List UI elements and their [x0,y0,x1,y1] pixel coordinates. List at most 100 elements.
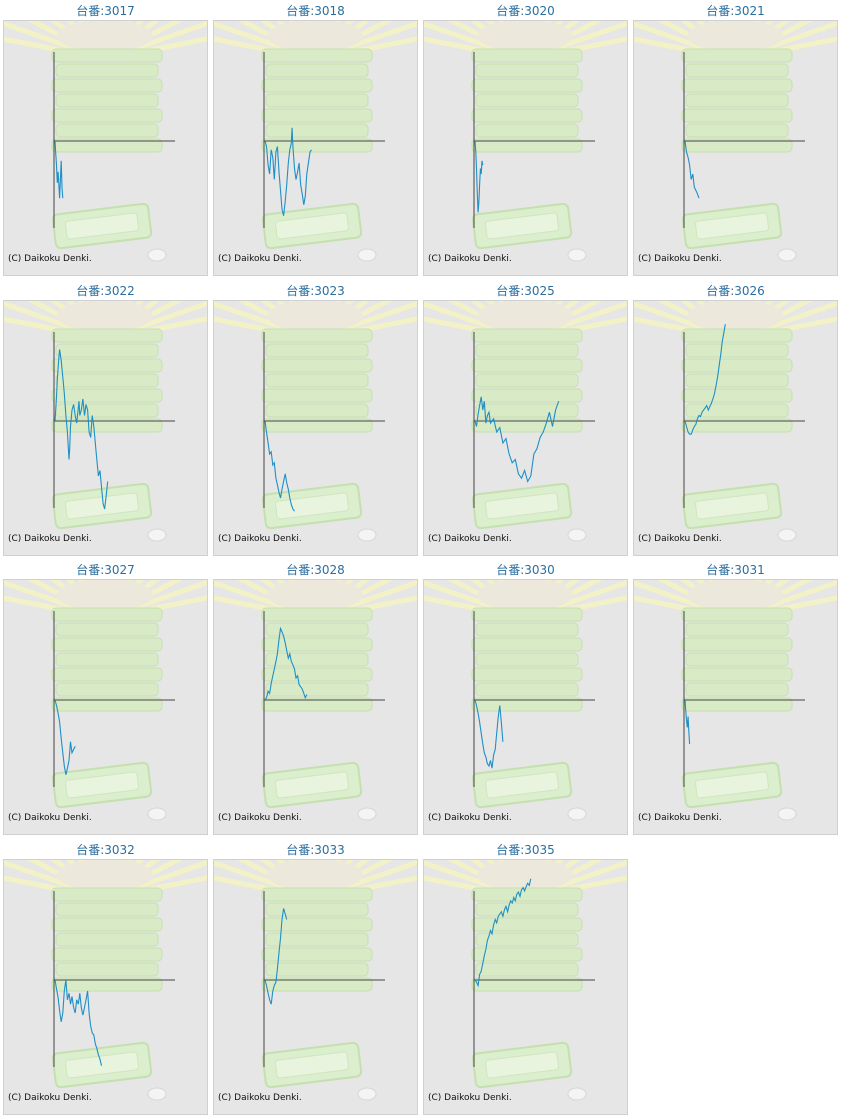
tray-layer [471,358,583,373]
coin-shape [357,807,377,821]
machine-number-link[interactable]: 台番:3025 [496,284,555,298]
machine-illustration [634,21,837,262]
machine-number-link[interactable]: 台番:3031 [706,563,765,577]
machine-number-link[interactable]: 台番:3026 [706,284,765,298]
copyright-text: (C) Daikoku Denki. [218,1093,302,1103]
payout-graph[interactable]: (C) Daikoku Denki. [3,859,208,1115]
coin-shape [147,1087,167,1101]
tray-layer [261,887,373,902]
crown-shape [267,860,363,891]
machine-number-link[interactable]: 台番:3022 [76,284,135,298]
machine-number-link[interactable]: 台番:3018 [286,4,345,18]
coin-shape [147,248,167,262]
machine-illustration [634,580,837,821]
payout-graph[interactable]: (C) Daikoku Denki. [423,300,628,556]
payout-graph-svg [214,21,417,262]
tray-layer [685,343,789,358]
crown-shape [267,21,363,52]
tray-layer [265,63,369,78]
tray-layer [55,373,159,388]
payout-graph[interactable]: (C) Daikoku Denki. [3,579,208,835]
payout-graph[interactable]: (C) Daikoku Denki. [423,20,628,276]
tray-inner [485,492,559,520]
copyright-text: (C) Daikoku Denki. [218,534,302,544]
tray-layer [681,78,793,93]
tray-inner [275,1051,349,1079]
machine-graph-cell: 台番:3025 (C) Daikoku Denki. [423,280,628,556]
machine-number-link[interactable]: 台番:3020 [496,4,555,18]
machine-graph-cell: 台番:3022 (C) Daikoku Denki. [3,280,208,556]
tray-layer [265,93,369,108]
tray-inner [65,771,139,799]
tray-layer [261,637,373,652]
tray-layer [265,343,369,358]
machine-illustration [214,860,417,1101]
payout-graph-svg [214,860,417,1101]
payout-graph[interactable]: (C) Daikoku Denki. [423,859,628,1115]
tray-layer [471,388,583,403]
copyright-text: (C) Daikoku Denki. [638,254,722,264]
tray-inner [275,212,349,240]
machine-illustration [424,860,627,1101]
payout-graph[interactable]: (C) Daikoku Denki. [423,579,628,835]
tray-layer [681,607,793,622]
payout-graph[interactable]: (C) Daikoku Denki. [633,300,838,556]
tray-layer [51,697,163,712]
machine-graph-cell: 台番:3031 (C) Daikoku Denki. [633,559,838,835]
tray-layer [261,418,373,433]
tray-layer [471,637,583,652]
tray-layer [51,607,163,622]
payout-graph[interactable]: (C) Daikoku Denki. [213,579,418,835]
machine-number-link[interactable]: 台番:3023 [286,284,345,298]
tray-layer [681,138,793,153]
tray-layer [475,93,579,108]
crown-shape [477,580,573,611]
machine-number-link[interactable]: 台番:3021 [706,4,765,18]
tray-layer [261,977,373,992]
machine-number-link[interactable]: 台番:3017 [76,4,135,18]
payout-graph[interactable]: (C) Daikoku Denki. [213,20,418,276]
payout-graph[interactable]: (C) Daikoku Denki. [633,20,838,276]
machine-illustration [214,21,417,262]
tray-layer [51,138,163,153]
tray-layer [681,108,793,123]
payout-graph[interactable]: (C) Daikoku Denki. [633,579,838,835]
tray-layer [51,637,163,652]
crown-shape [687,580,783,611]
payout-graph-svg [424,580,627,821]
tray-layer [471,947,583,962]
payout-series-line [474,396,560,483]
tray-inner [695,212,769,240]
machine-illustration [214,301,417,542]
payout-graph[interactable]: (C) Daikoku Denki. [213,859,418,1115]
machine-number-link[interactable]: 台番:3032 [76,843,135,857]
copyright-text: (C) Daikoku Denki. [218,254,302,264]
machine-number-link[interactable]: 台番:3027 [76,563,135,577]
payout-graph[interactable]: (C) Daikoku Denki. [3,300,208,556]
machine-number-link[interactable]: 台番:3028 [286,563,345,577]
tray-inner [485,1051,559,1079]
payout-series-line [54,140,64,199]
machine-number-link[interactable]: 台番:3030 [496,563,555,577]
crown-shape [477,301,573,332]
tray-layer [261,667,373,682]
copyright-text: (C) Daikoku Denki. [8,254,92,264]
machine-graph-cell: 台番:3018 (C) Daikoku Denki. [213,0,418,276]
tray-layer [475,932,579,947]
tray-layer [261,108,373,123]
tray-layer [475,373,579,388]
tray-layer [55,652,159,667]
tray-layer [685,682,789,697]
crown-shape [57,580,153,611]
coin-shape [777,248,797,262]
payout-series-line [264,626,308,701]
payout-graph[interactable]: (C) Daikoku Denki. [3,20,208,276]
machine-number-link[interactable]: 台番:3035 [496,843,555,857]
machine-number-link[interactable]: 台番:3033 [286,843,345,857]
crown-shape [687,301,783,332]
coin-shape [567,528,587,542]
copyright-text: (C) Daikoku Denki. [428,813,512,823]
payout-graph[interactable]: (C) Daikoku Denki. [213,300,418,556]
tray-layer [681,48,793,63]
coin-shape [357,1087,377,1101]
